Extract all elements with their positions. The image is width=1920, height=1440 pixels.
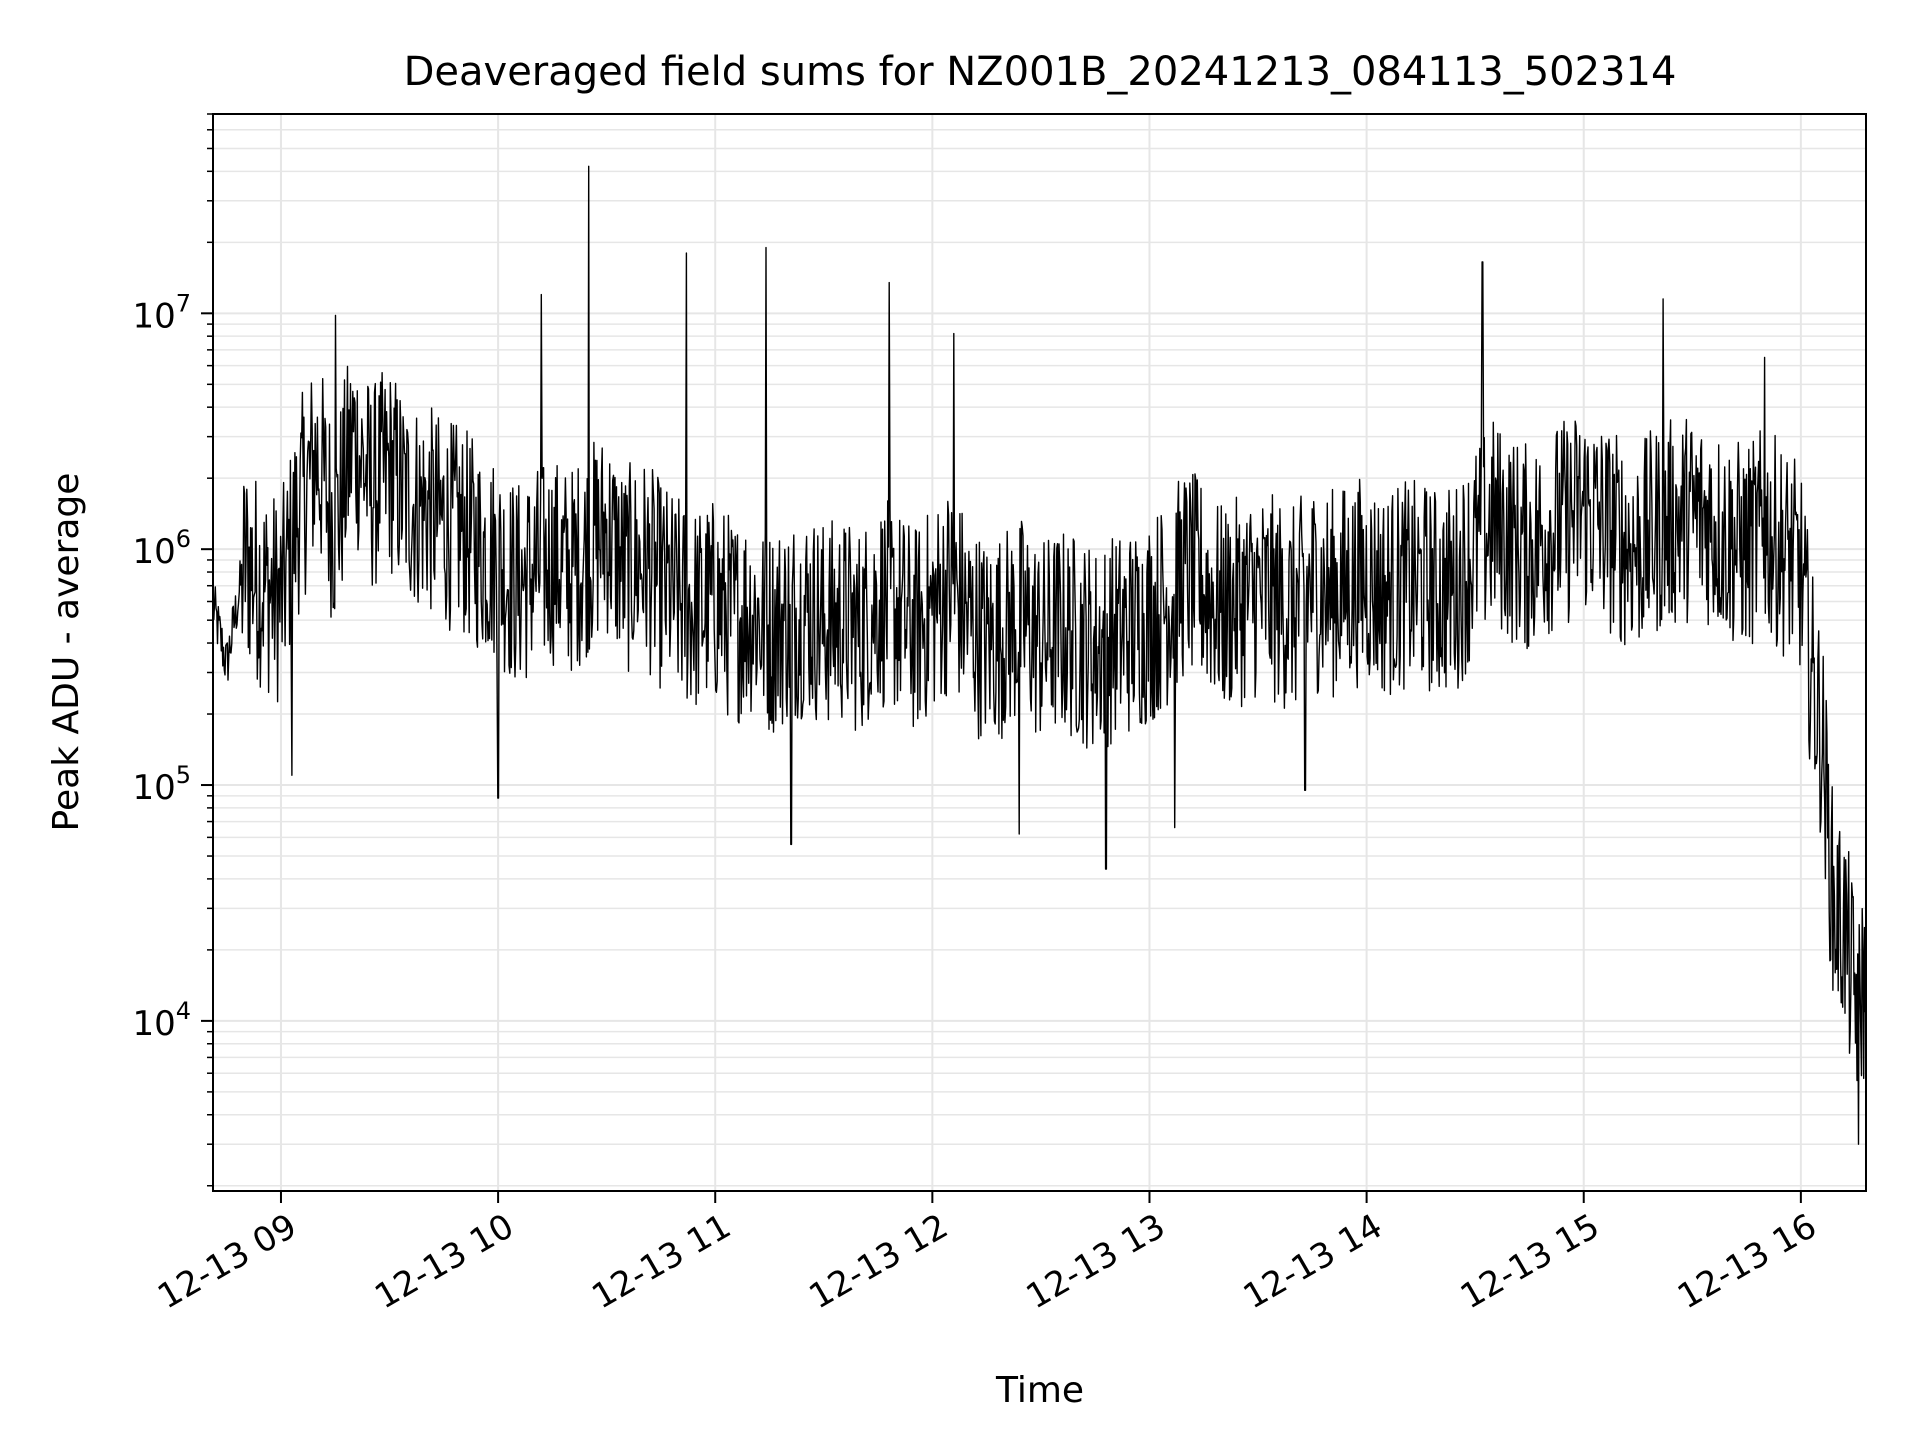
x-tick-label: 12-13 13	[1020, 1206, 1172, 1317]
y-axis-label: Peak ADU - average	[46, 473, 87, 832]
y-tick-label: 107	[132, 289, 191, 336]
y-tick-label: 104	[132, 997, 191, 1044]
y-tick-label: 106	[132, 525, 191, 572]
x-tick-label: 12-13 09	[151, 1206, 303, 1317]
series-path	[212, 165, 1867, 1145]
y-tick-label: 105	[132, 761, 191, 808]
x-axis-label: Time	[995, 1370, 1084, 1411]
y-axis: 104 105 106 107	[132, 113, 213, 1187]
x-tick-label: 12-13 14	[1237, 1206, 1389, 1317]
x-tick-label: 12-13 11	[585, 1206, 737, 1317]
x-tick-label: 12-13 16	[1671, 1206, 1823, 1317]
x-tick-label: 12-13 10	[368, 1206, 520, 1317]
plot-frame	[212, 113, 1867, 1192]
x-tick-label: 12-13 12	[802, 1206, 954, 1317]
series-line	[212, 165, 1867, 1145]
chart-title: Deaveraged field sums for NZ001B_2024121…	[404, 49, 1677, 95]
x-axis: 12-13 09 12-13 10 12-13 11 12-13 12 12-13 13…	[151, 1191, 1823, 1317]
x-tick-label: 12-13 15	[1454, 1206, 1606, 1317]
